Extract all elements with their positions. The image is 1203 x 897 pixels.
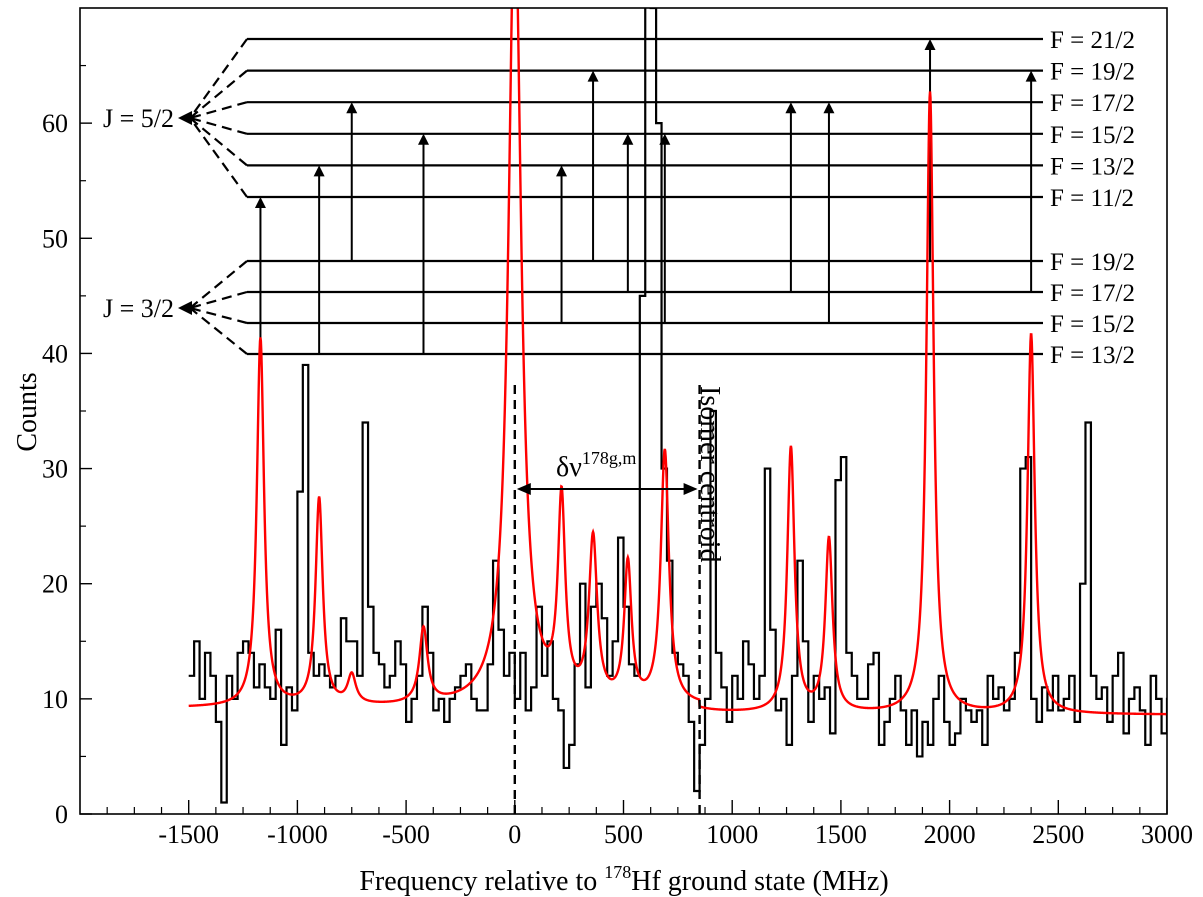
level-branch [189, 290, 248, 310]
annotations [513, 385, 701, 814]
transition-arrowhead [1025, 70, 1037, 82]
x-tick-label: 1000 [706, 820, 758, 849]
x-tick-label: -1500 [158, 820, 219, 849]
level-branch [189, 117, 248, 167]
transition-arrowhead [924, 39, 936, 50]
level-branch [189, 260, 248, 309]
level-branch [189, 101, 248, 120]
level-branch [189, 69, 248, 119]
branch-arrowhead [178, 111, 192, 125]
y-tick-label: 20 [42, 570, 68, 599]
level-label: F = 17/2 [1050, 280, 1135, 307]
level-branch [189, 116, 248, 135]
transition-arrowhead [254, 197, 266, 208]
fit-curve [188, 8, 1167, 716]
x-tick-label: 1500 [815, 820, 867, 849]
x-tick-label: 2000 [924, 820, 976, 849]
axes: 0 10 20 30 40 50 60 -1500 -1000 -500 0 500 1000 1500 2… [42, 64, 1193, 849]
level-branch [189, 117, 248, 198]
delta-nu-label: δν178g,m [556, 448, 636, 483]
branch-arrowhead [178, 301, 192, 315]
transition-arrowhead [556, 165, 568, 177]
y-axis-label: Counts [12, 372, 43, 451]
transition-arrowhead [313, 165, 325, 177]
transition-arrowhead [587, 70, 599, 82]
delta-arrowhead-right [683, 483, 698, 495]
delta-arrowhead-left [516, 483, 531, 495]
counts-histogram [188, 8, 1167, 804]
j-upper-label: J = 5/2 [103, 104, 174, 133]
x-tick-label: 3000 [1141, 820, 1193, 849]
y-tick-label: 60 [42, 109, 68, 138]
x-tick-label: 0 [508, 820, 521, 849]
level-label: F = 13/2 [1050, 342, 1135, 369]
transition-arrowhead [622, 133, 634, 145]
transition-arrowhead [346, 102, 358, 114]
y-tick-label: 50 [42, 224, 68, 253]
level-label: F = 11/2 [1050, 185, 1134, 212]
level-label: F = 17/2 [1050, 90, 1135, 117]
level-label: F = 19/2 [1050, 59, 1135, 86]
level-label: F = 21/2 [1050, 27, 1135, 54]
j-lower-label: J = 3/2 [103, 294, 174, 323]
plot-area [188, 8, 1167, 804]
y-tick-label: 10 [42, 685, 68, 714]
level-branch [189, 38, 248, 119]
isomer-centroid-label: Isomer centroid [694, 386, 725, 563]
x-tick-label: 500 [604, 820, 643, 849]
y-tick-label: 0 [55, 800, 68, 829]
level-label: F = 19/2 [1050, 249, 1135, 276]
x-axis-label: Frequency relative to 178Hf ground state… [359, 862, 888, 897]
transition-arrowhead [823, 102, 835, 114]
x-tick-label: -1000 [267, 820, 328, 849]
level-label: F = 13/2 [1050, 153, 1135, 180]
x-tick-label: -500 [382, 820, 430, 849]
level-label: F = 15/2 [1050, 122, 1135, 149]
level-branch [189, 307, 248, 355]
y-tick-label: 30 [42, 455, 68, 484]
transition-arrowhead [417, 133, 429, 145]
y-tick-label: 40 [42, 339, 68, 368]
x-tick-label: 2500 [1032, 820, 1084, 849]
level-scheme-diagram: F = 21/2 F = 19/2 F = 17/2 F = 15/2 F = 13/2… [103, 27, 1135, 369]
level-label: F = 15/2 [1050, 311, 1135, 338]
level-branch [189, 306, 248, 325]
transition-arrowhead [785, 102, 797, 114]
